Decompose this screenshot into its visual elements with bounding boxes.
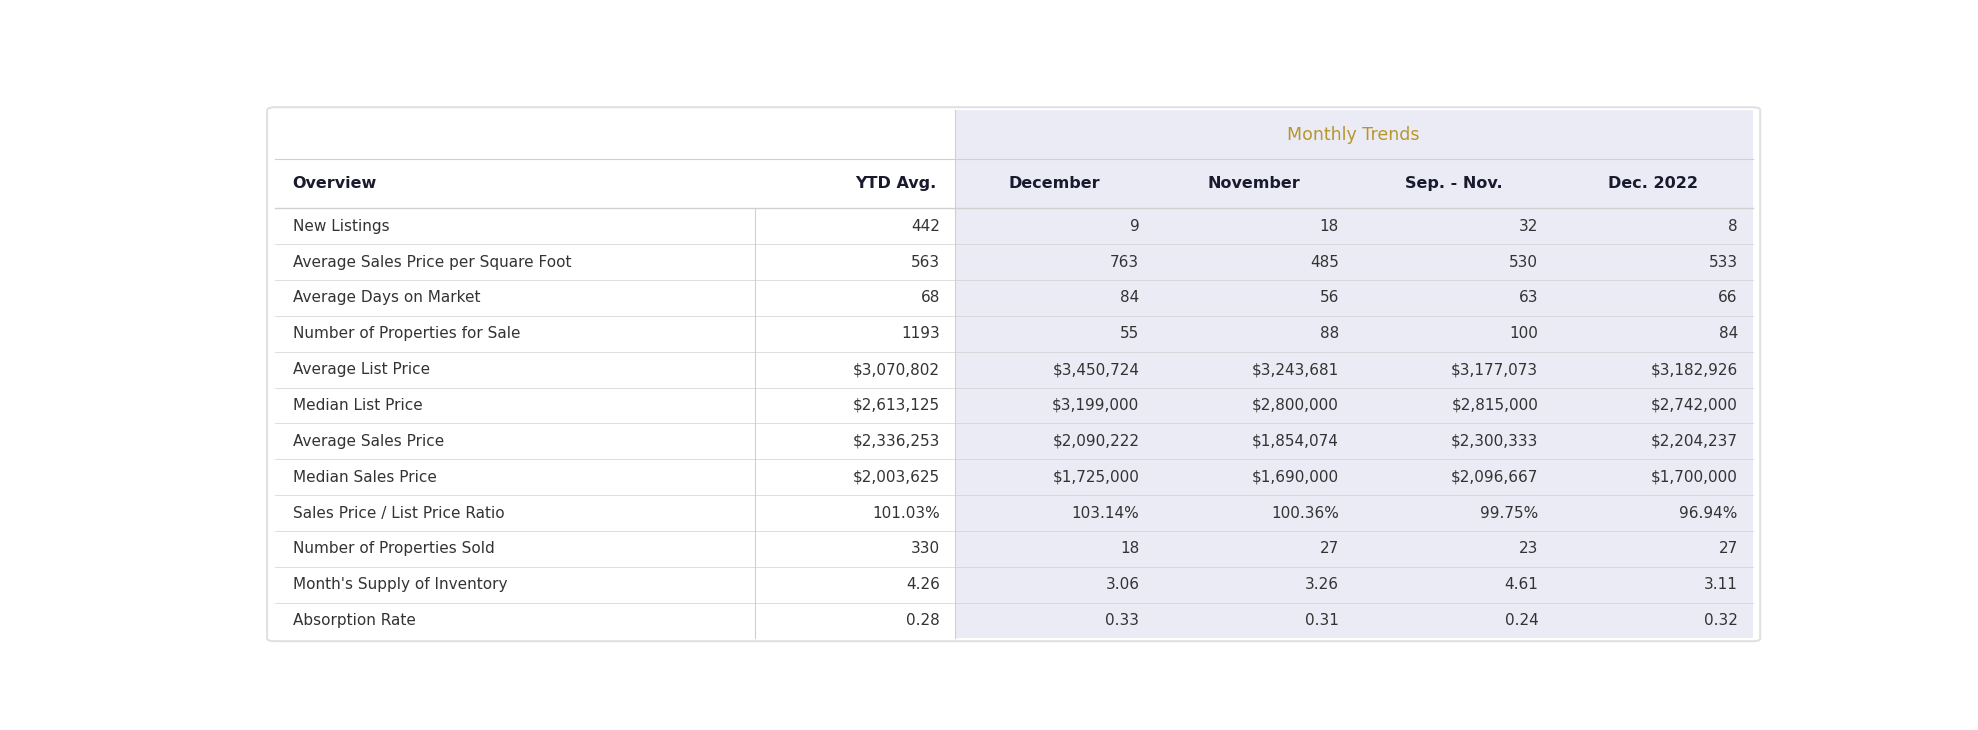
Text: 101.03%: 101.03% [872,505,940,520]
Text: 4.61: 4.61 [1505,577,1539,592]
Text: $2,613,125: $2,613,125 [853,398,940,413]
Bar [955,110,1753,639]
Bar [275,159,955,208]
Bar [275,459,955,495]
Bar [275,208,955,245]
Text: 96.94%: 96.94% [1679,505,1739,520]
Text: 3.26: 3.26 [1305,577,1339,592]
Text: 3.11: 3.11 [1703,577,1739,592]
Text: December: December [1009,176,1100,191]
Bar [275,388,955,423]
Bar [275,495,955,531]
Text: $3,070,802: $3,070,802 [853,362,940,377]
Text: 32: 32 [1519,219,1539,234]
Text: 56: 56 [1319,291,1339,305]
Text: 563: 563 [910,255,940,269]
Text: $2,336,253: $2,336,253 [853,434,940,449]
Bar [275,603,955,639]
Text: 1193: 1193 [902,326,940,342]
Text: Sales Price / List Price Ratio: Sales Price / List Price Ratio [293,505,504,520]
Text: Number of Properties for Sale: Number of Properties for Sale [293,326,520,342]
Text: Number of Properties Sold: Number of Properties Sold [293,542,494,556]
Text: 103.14%: 103.14% [1072,505,1139,520]
Text: Average Days on Market: Average Days on Market [293,291,481,305]
Text: Average List Price: Average List Price [293,362,429,377]
Text: YTD Avg.: YTD Avg. [856,176,938,191]
Text: $1,690,000: $1,690,000 [1252,469,1339,485]
Text: 84: 84 [1719,326,1739,342]
Text: 330: 330 [910,542,940,556]
Bar [275,280,955,316]
FancyBboxPatch shape [267,107,1760,641]
Text: $3,199,000: $3,199,000 [1052,398,1139,413]
Text: 442: 442 [912,219,940,234]
Text: Overview: Overview [293,176,378,191]
Text: 18: 18 [1120,542,1139,556]
Text: $1,725,000: $1,725,000 [1052,469,1139,485]
Text: 530: 530 [1509,255,1539,269]
Bar [275,316,955,352]
Text: 55: 55 [1120,326,1139,342]
Text: Median Sales Price: Median Sales Price [293,469,437,485]
Text: 763: 763 [1110,255,1139,269]
Text: 100.36%: 100.36% [1272,505,1339,520]
Text: Monthly Trends: Monthly Trends [1288,126,1420,144]
Text: 27: 27 [1319,542,1339,556]
Text: 88: 88 [1319,326,1339,342]
Text: New Listings: New Listings [293,219,390,234]
Text: $3,177,073: $3,177,073 [1452,362,1539,377]
Text: Average Sales Price: Average Sales Price [293,434,443,449]
Text: 0.24: 0.24 [1505,613,1539,628]
Text: 66: 66 [1719,291,1739,305]
Text: $1,854,074: $1,854,074 [1252,434,1339,449]
Text: 84: 84 [1120,291,1139,305]
Text: 8: 8 [1729,219,1739,234]
Text: $2,096,667: $2,096,667 [1452,469,1539,485]
Text: 0.33: 0.33 [1106,613,1139,628]
Bar [275,245,955,280]
Text: 0.28: 0.28 [906,613,940,628]
Text: 18: 18 [1319,219,1339,234]
Text: Sep. - Nov.: Sep. - Nov. [1404,176,1501,191]
Text: 485: 485 [1309,255,1339,269]
Text: 27: 27 [1719,542,1739,556]
Text: Median List Price: Median List Price [293,398,423,413]
Text: $2,003,625: $2,003,625 [853,469,940,485]
Text: Absorption Rate: Absorption Rate [293,613,415,628]
Text: 99.75%: 99.75% [1480,505,1539,520]
Text: $3,182,926: $3,182,926 [1650,362,1739,377]
Bar [275,352,955,388]
Text: 3.06: 3.06 [1106,577,1139,592]
Text: Average Sales Price per Square Foot: Average Sales Price per Square Foot [293,255,572,269]
Text: 4.26: 4.26 [906,577,940,592]
Bar [275,566,955,603]
Text: $2,300,333: $2,300,333 [1452,434,1539,449]
Text: 9: 9 [1129,219,1139,234]
Text: $2,204,237: $2,204,237 [1652,434,1739,449]
Text: $2,742,000: $2,742,000 [1652,398,1739,413]
Bar [275,110,955,159]
Text: Dec. 2022: Dec. 2022 [1608,176,1697,191]
Text: 100: 100 [1509,326,1539,342]
Text: 63: 63 [1519,291,1539,305]
Text: $1,700,000: $1,700,000 [1652,469,1739,485]
Text: $3,450,724: $3,450,724 [1052,362,1139,377]
Text: $2,090,222: $2,090,222 [1052,434,1139,449]
Text: Month's Supply of Inventory: Month's Supply of Inventory [293,577,506,592]
Bar [275,423,955,459]
Text: 23: 23 [1519,542,1539,556]
Text: $2,815,000: $2,815,000 [1452,398,1539,413]
Text: 68: 68 [920,291,940,305]
Text: $3,243,681: $3,243,681 [1252,362,1339,377]
Text: $2,800,000: $2,800,000 [1252,398,1339,413]
Text: 0.32: 0.32 [1703,613,1739,628]
Text: November: November [1207,176,1300,191]
Text: 0.31: 0.31 [1305,613,1339,628]
Text: 533: 533 [1709,255,1739,269]
Bar [275,531,955,566]
